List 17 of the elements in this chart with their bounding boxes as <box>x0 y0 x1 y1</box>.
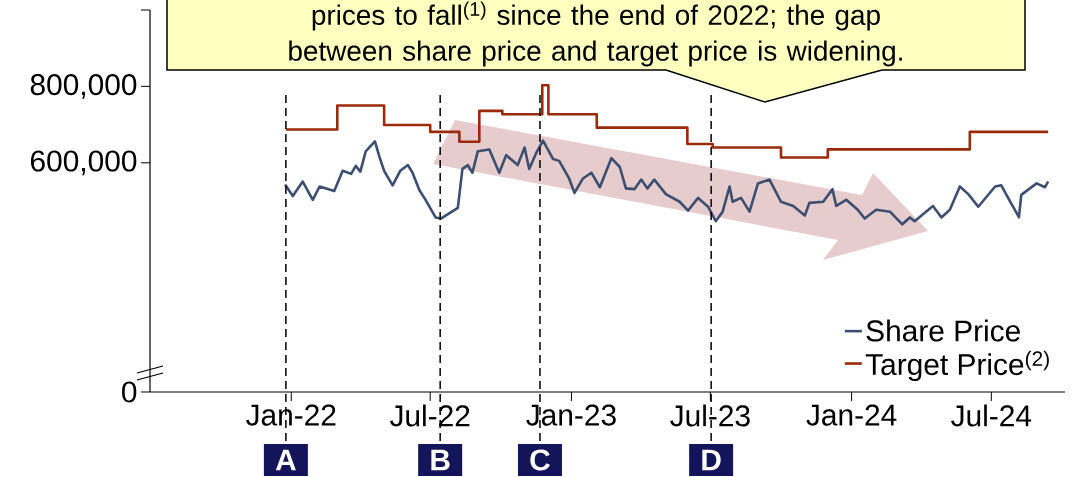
y-tick-label: 0 <box>122 381 137 403</box>
x-tick-label: Jul-23 <box>670 404 750 427</box>
ref-line-label: D <box>702 449 721 471</box>
x-tick-label: Jul-24 <box>951 404 1032 427</box>
y-tick-label: 800,000 <box>30 74 137 99</box>
y-tick-label: 600,000 <box>30 150 137 176</box>
ref-line-label: A <box>275 449 296 471</box>
x-tick-label: Jan-23 <box>526 404 616 426</box>
legend-label: Share Price <box>866 319 1020 342</box>
x-tick-label: Jan-22 <box>246 404 336 426</box>
x-tick-label: Jan-24 <box>806 404 897 426</box>
line-series <box>283 139 1050 226</box>
ref-line-label: B <box>431 449 450 471</box>
legend-label: Target Price$^{(2)}$ <box>865 350 1049 382</box>
ref-line-label: C <box>530 449 550 471</box>
annotation: prices to fall$^{(1)}$ since the end of 2022; the gap between share price and target price is widening. <box>289 1 902 67</box>
x-tick-label: Jul-22 <box>389 404 470 427</box>
